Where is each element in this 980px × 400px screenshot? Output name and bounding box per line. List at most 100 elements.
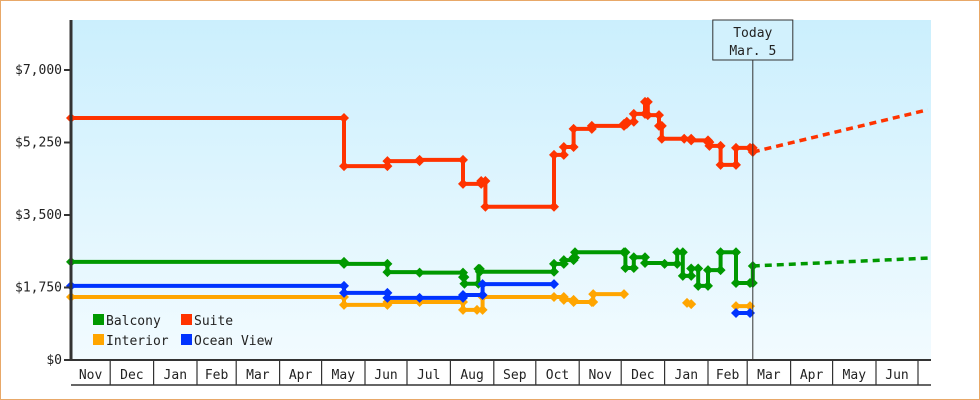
suite-point (686, 133, 697, 144)
suite-point (549, 149, 559, 160)
balcony-point (677, 247, 688, 258)
balcony-point (731, 247, 741, 258)
x-tick-label: Feb (205, 368, 229, 383)
x-tick-label: Nov (588, 368, 612, 383)
suite-point (642, 96, 653, 107)
today-label: Today (733, 26, 772, 41)
legend-label-balcony: Balcony (106, 314, 161, 329)
suite-point (654, 110, 664, 121)
suite-point (715, 140, 726, 151)
suite-point (656, 133, 667, 144)
x-tick-label: Dec (120, 368, 143, 383)
balcony-point (459, 272, 470, 283)
x-tick-label: Sep (503, 368, 527, 383)
legend-label-suite: Suite (194, 314, 233, 329)
suite-point (458, 154, 468, 165)
interior-point (472, 304, 482, 315)
plot-area (71, 20, 931, 360)
suite-point (628, 108, 639, 119)
balcony-point (628, 263, 639, 274)
ocean-view-point (731, 307, 741, 318)
suite-point (549, 201, 559, 212)
interior-point (686, 299, 697, 310)
y-tick-label: $3,500 (15, 208, 62, 223)
suite-point (480, 176, 491, 187)
legend-swatch-interior (93, 334, 104, 345)
suite-point (339, 161, 349, 172)
balcony-point (715, 265, 726, 276)
balcony-point (339, 256, 349, 267)
ocean-view-point (549, 279, 559, 290)
suite-point (414, 156, 425, 167)
x-tick-label: Feb (716, 368, 740, 383)
x-tick-label: Jan (675, 368, 698, 383)
balcony-point (703, 265, 713, 276)
x-tick-label: Aug (460, 368, 483, 383)
ocean-view-point (477, 289, 488, 300)
interior-point (588, 289, 599, 300)
balcony-point (677, 270, 688, 281)
suite-point (656, 120, 667, 131)
suite-point (642, 110, 653, 121)
ocean-view-point (382, 287, 393, 298)
legend-swatch-suite (181, 314, 192, 325)
x-tick-label: Apr (800, 368, 824, 383)
y-tick-label: $1,750 (15, 281, 62, 296)
x-tick-label: Jul (417, 368, 440, 383)
suite-point (480, 201, 491, 212)
suite-point (715, 159, 726, 170)
balcony-point (558, 258, 569, 269)
today-date: Mar. 5 (729, 44, 776, 59)
interior-point (549, 292, 559, 303)
interior-point (731, 301, 741, 312)
suite-point (568, 142, 579, 153)
x-tick-label: Jun (374, 368, 397, 383)
interior-point (568, 294, 579, 305)
balcony-point (628, 252, 639, 263)
suite-point (679, 133, 690, 144)
balcony-point (549, 266, 559, 277)
suite-point (558, 142, 569, 153)
balcony-point (414, 267, 425, 278)
ocean-view-point (458, 292, 468, 303)
balcony-point (703, 280, 713, 291)
legend-label-interior: Interior (106, 334, 169, 349)
balcony-point (459, 278, 470, 289)
balcony-point (715, 247, 726, 258)
suite-point (339, 113, 349, 124)
interior-point (458, 304, 468, 315)
suite-point (382, 161, 393, 172)
balcony-point (686, 263, 697, 274)
balcony-point (570, 252, 580, 263)
interior-point (382, 299, 393, 310)
suite-point (731, 159, 741, 170)
suite-point (704, 137, 715, 148)
legend-label-ocean-view: Ocean View (194, 334, 272, 349)
balcony-point (620, 247, 631, 258)
balcony-point (686, 270, 697, 281)
x-tick-label: Jan (164, 368, 187, 383)
balcony-point (640, 252, 650, 263)
x-tick-label: Mar (757, 368, 781, 383)
legend-swatch-balcony (93, 314, 104, 325)
balcony-point (382, 258, 393, 269)
ocean-view-point (414, 292, 425, 303)
balcony-point (474, 263, 485, 274)
interior-point (619, 289, 629, 300)
balcony-point (570, 247, 580, 258)
ocean-view-point (339, 280, 349, 291)
balcony-forecast-line (752, 256, 928, 268)
legend-swatch-ocean-view (181, 334, 192, 345)
suite-point (558, 149, 569, 160)
balcony-point (382, 267, 393, 278)
x-tick-label: Apr (289, 368, 313, 383)
x-tick-label: May (332, 368, 356, 383)
x-tick-label: Oct (546, 368, 569, 383)
suite-point (628, 116, 639, 127)
x-tick-label: Jun (885, 368, 908, 383)
interior-point (558, 292, 569, 303)
x-tick-label: Mar (246, 368, 270, 383)
today-box (712, 19, 794, 61)
y-tick-label: $7,000 (15, 63, 62, 78)
